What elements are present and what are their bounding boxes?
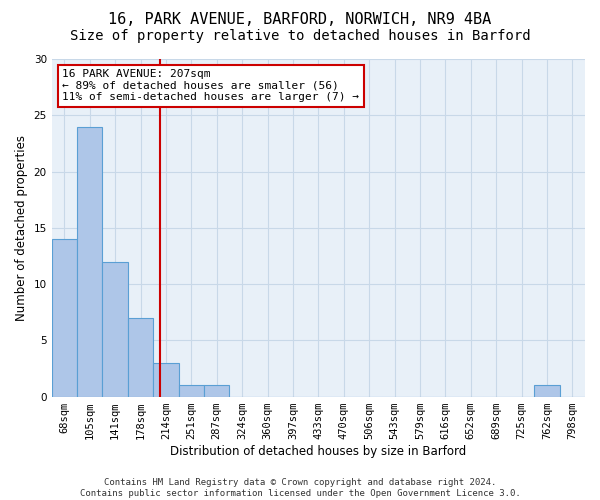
Bar (128, 318, 153, 396)
Text: Contains HM Land Registry data © Crown copyright and database right 2024.
Contai: Contains HM Land Registry data © Crown c… (80, 478, 520, 498)
Text: Size of property relative to detached houses in Barford: Size of property relative to detached ho… (70, 29, 530, 43)
Bar (204, 386, 229, 396)
Bar (179, 386, 204, 396)
Text: 16, PARK AVENUE, BARFORD, NORWICH, NR9 4BA: 16, PARK AVENUE, BARFORD, NORWICH, NR9 4… (109, 12, 491, 28)
Bar (534, 386, 560, 396)
Text: 16 PARK AVENUE: 207sqm
← 89% of detached houses are smaller (56)
11% of semi-det: 16 PARK AVENUE: 207sqm ← 89% of detached… (62, 69, 359, 102)
X-axis label: Distribution of detached houses by size in Barford: Distribution of detached houses by size … (170, 444, 466, 458)
Y-axis label: Number of detached properties: Number of detached properties (15, 135, 28, 321)
Bar (52, 239, 77, 396)
Bar (77, 126, 103, 396)
Bar (153, 363, 179, 396)
Bar (103, 262, 128, 396)
